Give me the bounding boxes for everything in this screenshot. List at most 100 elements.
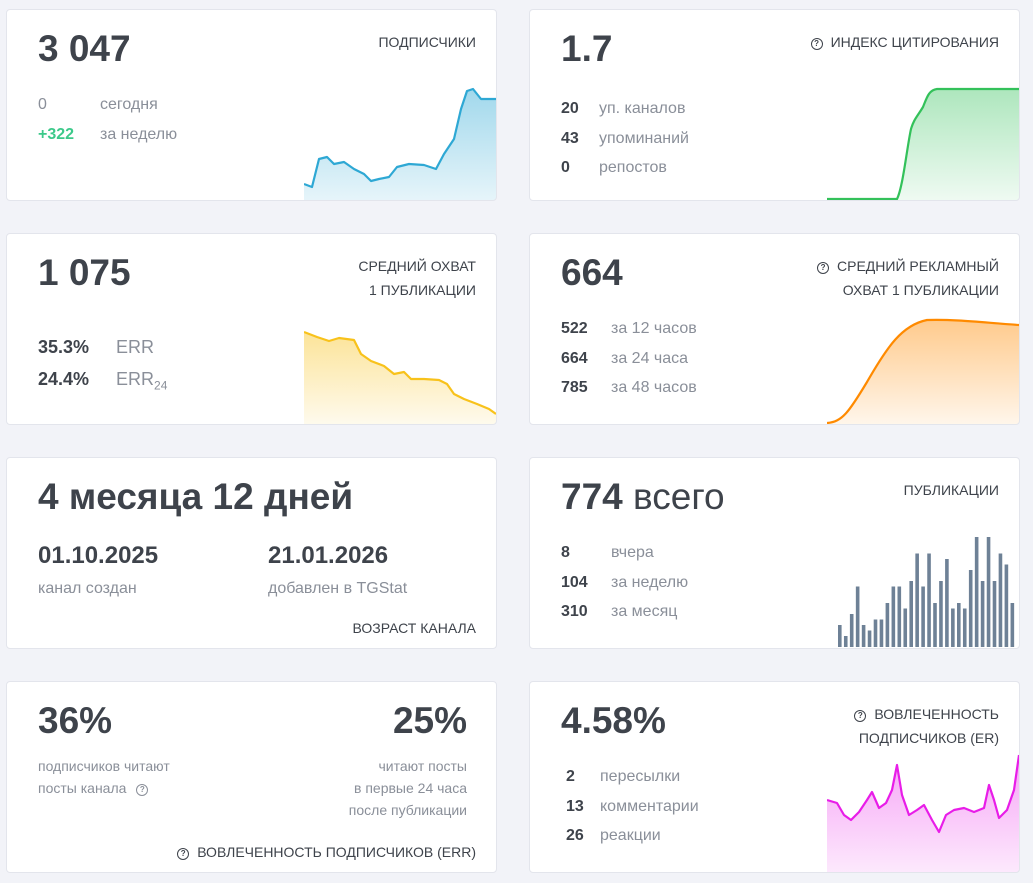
citation-sparkline (827, 87, 1019, 200)
posts-bar (968, 570, 973, 647)
posts-value: 774 (561, 476, 623, 517)
posts-bar (891, 586, 896, 647)
channels-value: 20 (561, 100, 579, 117)
subscribers-card[interactable]: 3 047 ПОДПИСЧИКИ 0 сегодня +322 за неделю (6, 9, 497, 201)
posts-bar (962, 608, 967, 647)
er-card[interactable]: 4.58% ? ВОВЛЕЧЕННОСТЬ ПОДПИСЧИКОВ (ER) 2 пе… (529, 681, 1020, 873)
posts-bar (879, 619, 884, 647)
posts-bar (1004, 564, 1009, 647)
posts-suffix: всего (633, 476, 725, 517)
posts-week-label: за неделю (611, 573, 689, 591)
ad-reach-sparkline (827, 318, 1019, 424)
help-icon[interactable]: ? (854, 710, 867, 722)
posts-bar (933, 603, 937, 647)
posts-bar (903, 608, 908, 647)
channel-age-value: 4 месяца 12 дней (38, 476, 354, 517)
channels-label: уп. каналов (599, 100, 686, 117)
today-label: сегодня (100, 96, 158, 113)
reach-label-2: 1 ПУБЛИКАЦИИ (368, 282, 476, 298)
help-icon[interactable]: ? (817, 262, 830, 274)
forwards-value: 2 (566, 768, 575, 785)
posts-bar (843, 636, 848, 647)
posts-month-label: за месяц (611, 603, 678, 620)
added-label: добавлен в TGStat (268, 580, 408, 597)
er-sparkline (827, 754, 1019, 872)
reach-sparkline (304, 330, 496, 424)
reposts-value: 0 (561, 159, 570, 176)
err-right-text-1: читают посты (378, 758, 468, 774)
help-icon[interactable]: ? (810, 38, 823, 50)
reach-24h-value: 664 (561, 349, 588, 367)
subscribers-label: ПОДПИСЧИКИ (378, 34, 476, 50)
reach-24h-label: за 24 часа (611, 349, 689, 367)
posts-bar (849, 614, 854, 647)
subscribers-sparkline (304, 87, 496, 200)
err-left-value: 36% (38, 700, 113, 741)
posts-bar (921, 586, 925, 647)
comments-value: 13 (566, 797, 584, 815)
err-left-text-1: подписчиков читают (38, 758, 170, 774)
err-left-text-2: посты канала (38, 780, 127, 796)
ad-reach-card[interactable]: 664 ? СРЕДНИЙ РЕКЛАМНЫЙ ОХВАТ 1 ПУБЛИКАЦИИ… (529, 233, 1020, 425)
posts-bar (909, 581, 913, 647)
err-right-text-3: после публикации (348, 802, 467, 818)
er-value: 4.58% (561, 700, 666, 741)
reactions-label: реакции (600, 827, 661, 844)
err-value: 35.3% (38, 337, 90, 357)
posts-bar (1010, 603, 1015, 647)
err24-value: 24.4% (38, 369, 90, 389)
mentions-value: 43 (561, 129, 579, 147)
posts-bar (945, 559, 949, 647)
posts-bar (998, 553, 1003, 647)
posts-bar (897, 586, 902, 647)
posts-week-value: 104 (561, 573, 588, 591)
posts-bar (915, 553, 919, 647)
week-label: за неделю (100, 125, 178, 143)
forwards-label: пересылки (600, 768, 681, 785)
channel-age-card[interactable]: 4 месяца 12 дней 01.10.2025 канал создан… (6, 457, 497, 649)
reach-48h-label: за 48 часов (611, 379, 697, 396)
err-right-value: 25% (392, 700, 467, 741)
posts-bar (867, 630, 872, 647)
created-label: канал создан (38, 580, 137, 597)
posts-yesterday-label: вчера (611, 544, 654, 561)
posts-label: ПУБЛИКАЦИИ (903, 482, 999, 498)
posts-bar (885, 603, 890, 647)
posts-bar (986, 537, 991, 647)
posts-bar (957, 603, 961, 647)
reach-48h-value: 785 (561, 379, 588, 396)
er-label-2: ПОДПИСЧИКОВ (ER) (858, 730, 999, 746)
created-date: 01.10.2025 (38, 542, 159, 569)
posts-bar (974, 537, 979, 647)
posts-month-value: 310 (561, 603, 588, 620)
comments-label: комментарии (600, 797, 699, 815)
posts-bar (838, 625, 842, 647)
reach-value: 1 075 (38, 252, 131, 293)
posts-bar (873, 619, 878, 647)
posts-card[interactable]: 774 всего ПУБЛИКАЦИИ 8 вчера 104 за неделю… (529, 457, 1020, 649)
help-icon[interactable]: ? (177, 848, 190, 860)
err24-subscript: 24 (154, 378, 168, 393)
posts-bar (861, 625, 866, 647)
err24-label: ERR (116, 369, 155, 389)
posts-bar (980, 581, 985, 647)
mentions-label: упоминаний (599, 129, 689, 147)
added-date: 21.01.2026 (268, 542, 389, 569)
reach-12h-value: 522 (561, 320, 588, 337)
citation-value: 1.7 (561, 28, 613, 69)
posts-bar (992, 581, 997, 647)
err-card[interactable]: 36% 25% подписчиков читают посты канала … (6, 681, 497, 873)
reach-card[interactable]: 1 075 СРЕДНИЙ ОХВАТ 1 ПУБЛИКАЦИИ 35.3% ERR… (6, 233, 497, 425)
subscribers-value: 3 047 (38, 28, 131, 69)
help-icon[interactable]: ? (136, 784, 149, 796)
reach-12h-label: за 12 часов (611, 320, 697, 337)
ad-reach-label-1: СРЕДНИЙ РЕКЛАМНЫЙ (837, 258, 999, 274)
citation-label: ИНДЕКС ЦИТИРОВАНИЯ (830, 34, 999, 50)
err-right-text-2: в первые 24 часа (354, 780, 467, 796)
er-label-1: ВОВЛЕЧЕННОСТЬ (874, 706, 999, 722)
citation-card[interactable]: 1.7 ? ИНДЕКС ЦИТИРОВАНИЯ 20 уп. каналов 43… (529, 9, 1020, 201)
channel-age-label: ВОЗРАСТ КАНАЛА (352, 620, 476, 636)
reach-label-1: СРЕДНИЙ ОХВАТ (358, 258, 476, 274)
ad-reach-label-2: ОХВАТ 1 ПУБЛИКАЦИИ (842, 282, 999, 298)
posts-bar (855, 586, 860, 647)
